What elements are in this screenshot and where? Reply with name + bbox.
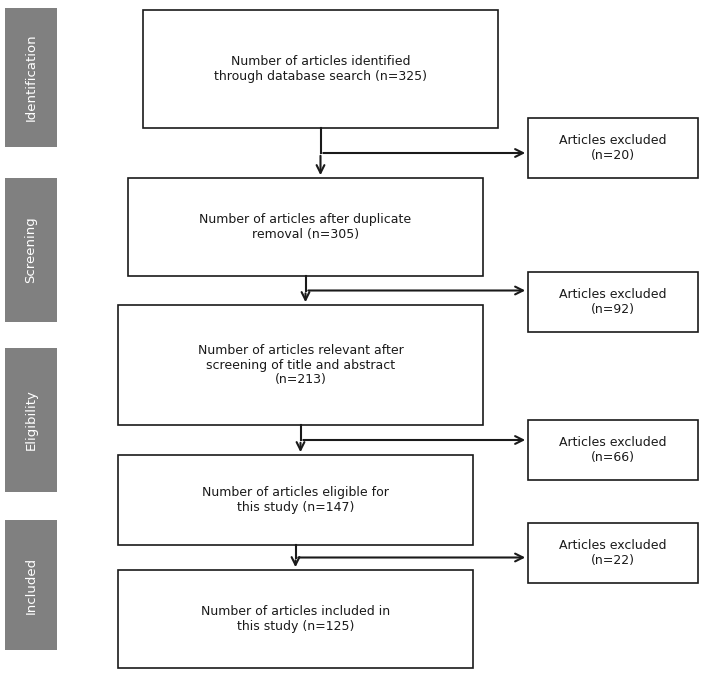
Bar bbox=[143, 10, 498, 128]
Bar bbox=[5, 520, 57, 650]
Bar bbox=[118, 455, 473, 545]
Bar bbox=[5, 178, 57, 322]
Text: Number of articles relevant after
screening of title and abstract
(n=213): Number of articles relevant after screen… bbox=[198, 343, 403, 387]
Bar bbox=[5, 8, 57, 147]
Text: Articles excluded
(n=20): Articles excluded (n=20) bbox=[559, 134, 667, 162]
Text: Included: Included bbox=[24, 556, 38, 614]
Bar bbox=[528, 420, 698, 480]
Text: Number of articles after duplicate
removal (n=305): Number of articles after duplicate remov… bbox=[199, 213, 411, 241]
Bar bbox=[528, 118, 698, 178]
Bar bbox=[528, 272, 698, 332]
Text: Articles excluded
(n=92): Articles excluded (n=92) bbox=[559, 288, 667, 316]
Bar bbox=[118, 305, 483, 425]
Text: Identification: Identification bbox=[24, 33, 38, 121]
Bar bbox=[528, 523, 698, 583]
Bar bbox=[128, 178, 483, 276]
Text: Screening: Screening bbox=[24, 217, 38, 283]
Bar bbox=[118, 570, 473, 668]
Text: Articles excluded
(n=66): Articles excluded (n=66) bbox=[559, 436, 667, 464]
Text: Articles excluded
(n=22): Articles excluded (n=22) bbox=[559, 539, 667, 567]
Text: Eligibility: Eligibility bbox=[24, 390, 38, 450]
Bar bbox=[5, 348, 57, 492]
Text: Number of articles eligible for
this study (n=147): Number of articles eligible for this stu… bbox=[202, 486, 389, 514]
Text: Number of articles identified
through database search (n=325): Number of articles identified through da… bbox=[214, 55, 427, 83]
Text: Number of articles included in
this study (n=125): Number of articles included in this stud… bbox=[201, 605, 390, 633]
